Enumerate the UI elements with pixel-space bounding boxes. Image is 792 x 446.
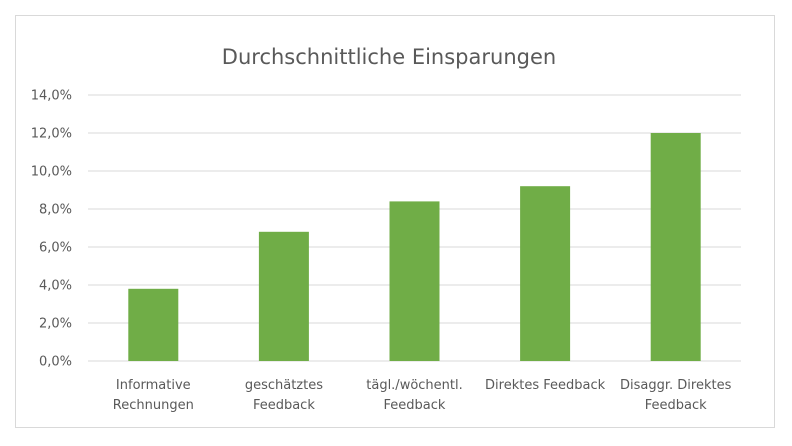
bar [389,201,440,361]
y-axis-ticks: 0,0% 2,0% 4,0% 6,0% 8,0% 10,0% 12,0% 14,0% [31,89,72,370]
y-tick-label: 14,0% [31,89,72,104]
y-tick-label: 6,0% [39,241,72,256]
bars [128,133,701,361]
x-category-label: Direktes Feedback [485,378,606,393]
y-tick-label: 8,0% [39,203,72,218]
x-category-label: geschätztes Feedback [245,378,323,413]
bar [258,231,309,361]
x-category-label: Disaggr. Direktes Feedback [620,378,732,413]
y-tick-label: 4,0% [39,279,72,294]
y-tick-label: 0,0% [39,355,72,370]
y-tick-label: 2,0% [39,317,72,332]
x-category-label: Informative Rechnungen [113,378,194,413]
bar [520,186,571,361]
bar [128,288,179,361]
x-axis-labels: Informative Rechnungen geschätztes Feedback… [113,378,732,413]
y-tick-label: 12,0% [31,127,72,142]
bar [650,133,701,361]
x-category-label: tägl./wöchentl. Feedback [366,378,463,413]
y-tick-label: 10,0% [31,165,72,180]
chart-title: Durchschnittliche Einsparungen [222,45,556,69]
